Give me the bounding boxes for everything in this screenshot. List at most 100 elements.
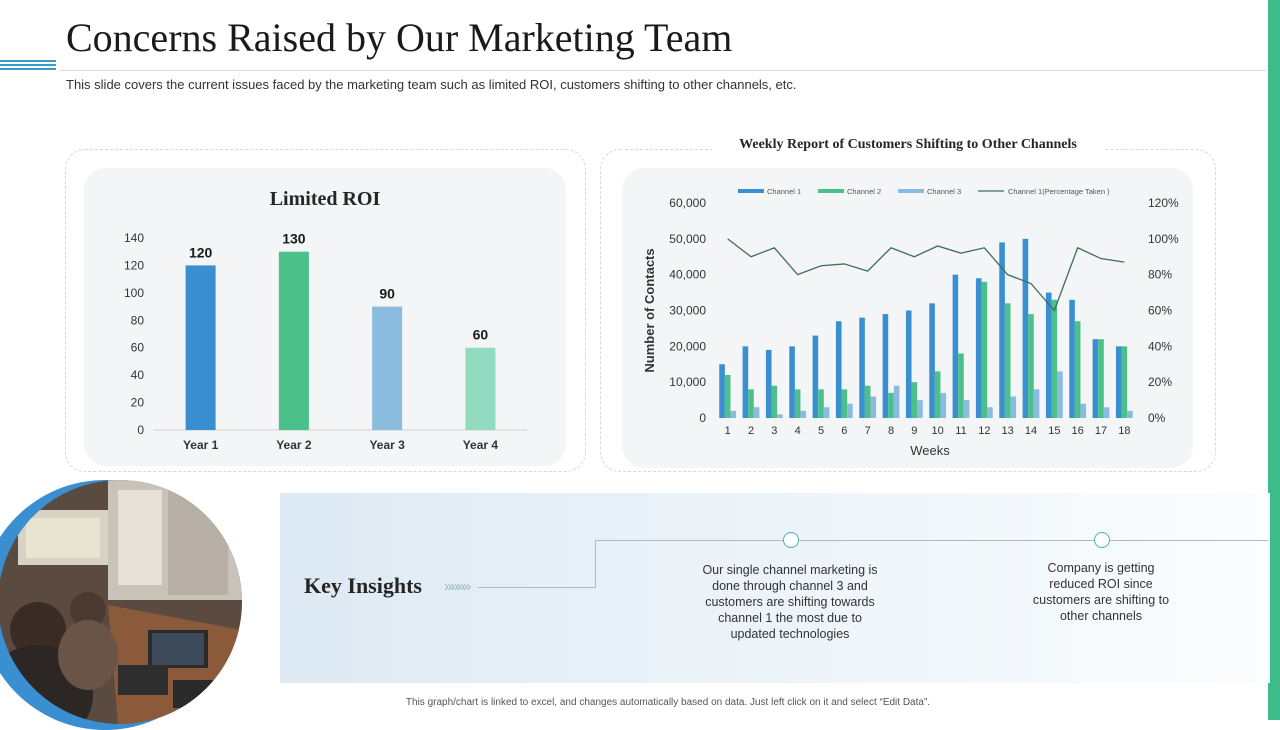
weekly-bar	[1069, 299, 1075, 418]
insight-text: Our single channel marketing is done thr…	[702, 563, 878, 641]
weekly-x-tick-label: 11	[955, 425, 966, 437]
insights-heading: Key Insights	[304, 573, 422, 598]
roi-x-tick-label: Year 1	[183, 438, 219, 452]
weekly-bar	[870, 396, 877, 418]
accent-bar	[1268, 0, 1280, 720]
weekly-bar	[963, 400, 970, 418]
weekly-chart-title: Weekly Report of Customers Shifting to O…	[712, 137, 1104, 153]
weekly-y-tick-label: 0	[699, 411, 706, 425]
weekly-bar	[1004, 303, 1011, 418]
legend-label: Channel 1(Percentage Taken )	[1008, 187, 1110, 196]
roi-x-tick-label: Year 4	[463, 438, 499, 452]
weekly-bar	[1074, 321, 1081, 418]
legend-label: Channel 1	[767, 187, 801, 196]
legend-label: Channel 3	[927, 187, 961, 196]
weekly-y-tick-label: 40,000	[669, 268, 706, 282]
weekly-bar	[999, 242, 1005, 418]
weekly-x-tick-label: 12	[978, 425, 990, 437]
weekly-y2-tick-label: 100%	[1148, 232, 1179, 246]
weekly-x-tick-label: 10	[932, 425, 944, 437]
weekly-bar	[1115, 346, 1122, 418]
weekly-bar	[841, 389, 848, 418]
weekly-bar	[929, 303, 935, 418]
weekly-bar	[1080, 403, 1087, 418]
legend-swatch	[898, 189, 924, 193]
weekly-bar	[940, 392, 947, 418]
roi-y-tick-label: 40	[131, 368, 145, 382]
decorative-line	[0, 64, 56, 66]
weekly-y2-tick-label: 60%	[1148, 304, 1172, 318]
weekly-bar	[1045, 292, 1052, 418]
footer-note: This graph/chart is linked to excel, and…	[405, 697, 931, 708]
weekly-bar	[777, 414, 783, 418]
weekly-bar	[911, 382, 918, 418]
weekly-bar	[1033, 389, 1040, 418]
connector-line	[595, 540, 1268, 541]
roi-chart-title: Limited ROI	[269, 188, 381, 210]
weekly-bar	[724, 375, 731, 418]
weekly-line-series	[727, 238, 1125, 312]
weekly-bar	[859, 317, 865, 418]
weekly-y-tick-label: 10,000	[669, 375, 706, 389]
weekly-bar	[917, 400, 923, 418]
legend-swatch	[738, 189, 764, 193]
weekly-y2-tick-label: 80%	[1148, 268, 1172, 282]
weekly-bar	[1103, 407, 1110, 418]
weekly-x-axis-label: Weeks	[910, 443, 950, 458]
weekly-bar	[975, 278, 982, 418]
weekly-y-tick-label: 30,000	[669, 304, 706, 318]
weekly-bar	[835, 321, 842, 418]
weekly-x-tick-label: 16	[1072, 425, 1084, 437]
weekly-bar	[1051, 299, 1058, 418]
weekly-x-tick-label: 5	[818, 425, 824, 437]
roi-data-label: 90	[379, 286, 395, 302]
insights-panel	[280, 493, 1270, 683]
weekly-bar	[719, 364, 725, 418]
weekly-bar	[794, 389, 801, 418]
roi-x-tick-label: Year 3	[369, 438, 405, 452]
chevrons-icon: »»»»	[444, 578, 471, 595]
weekly-bar	[789, 346, 795, 418]
roi-chart-frame	[65, 149, 586, 472]
weekly-x-tick-label: 8	[888, 425, 894, 437]
weekly-bar	[748, 389, 754, 418]
roi-y-tick-label: 80	[131, 313, 145, 327]
weekly-x-tick-label: 18	[1118, 425, 1130, 437]
weekly-bar	[765, 349, 772, 418]
weekly-bar	[958, 353, 964, 418]
connector-line	[595, 540, 596, 588]
roi-y-tick-label: 140	[124, 231, 144, 245]
weekly-bar	[888, 392, 894, 418]
timeline-dot	[1094, 532, 1110, 548]
weekly-bar	[893, 385, 900, 418]
weekly-y2-tick-label: 120%	[1148, 196, 1179, 210]
weekly-bar	[800, 410, 807, 418]
weekly-bar	[934, 371, 941, 418]
weekly-bar	[981, 281, 988, 418]
weekly-bar	[1010, 396, 1017, 418]
page-title: Concerns Raised by Our Marketing Team	[66, 15, 733, 60]
weekly-bar	[987, 407, 993, 418]
weekly-bar	[1121, 346, 1128, 418]
weekly-bar	[1127, 410, 1133, 418]
weekly-y2-tick-label: 0%	[1148, 411, 1166, 425]
connector-line	[478, 587, 596, 588]
weekly-x-tick-label: 6	[841, 425, 847, 437]
roi-bar	[465, 347, 496, 430]
weekly-bar	[742, 346, 749, 418]
weekly-bar	[1028, 314, 1034, 418]
weekly-x-tick-label: 15	[1048, 425, 1060, 437]
weekly-x-tick-label: 17	[1095, 425, 1107, 437]
roi-y-tick-label: 0	[137, 423, 144, 437]
weekly-bar	[1057, 371, 1063, 418]
weekly-y-tick-label: 50,000	[669, 232, 706, 246]
weekly-bar	[847, 403, 853, 418]
weekly-bar	[1092, 339, 1099, 418]
weekly-x-tick-label: 3	[771, 425, 777, 437]
weekly-bar	[952, 274, 959, 418]
page-subtitle: This slide covers the current issues fac…	[66, 77, 797, 92]
title-divider	[60, 70, 1266, 71]
weekly-x-tick-label: 2	[748, 425, 754, 437]
weekly-x-tick-label: 1	[725, 425, 731, 437]
